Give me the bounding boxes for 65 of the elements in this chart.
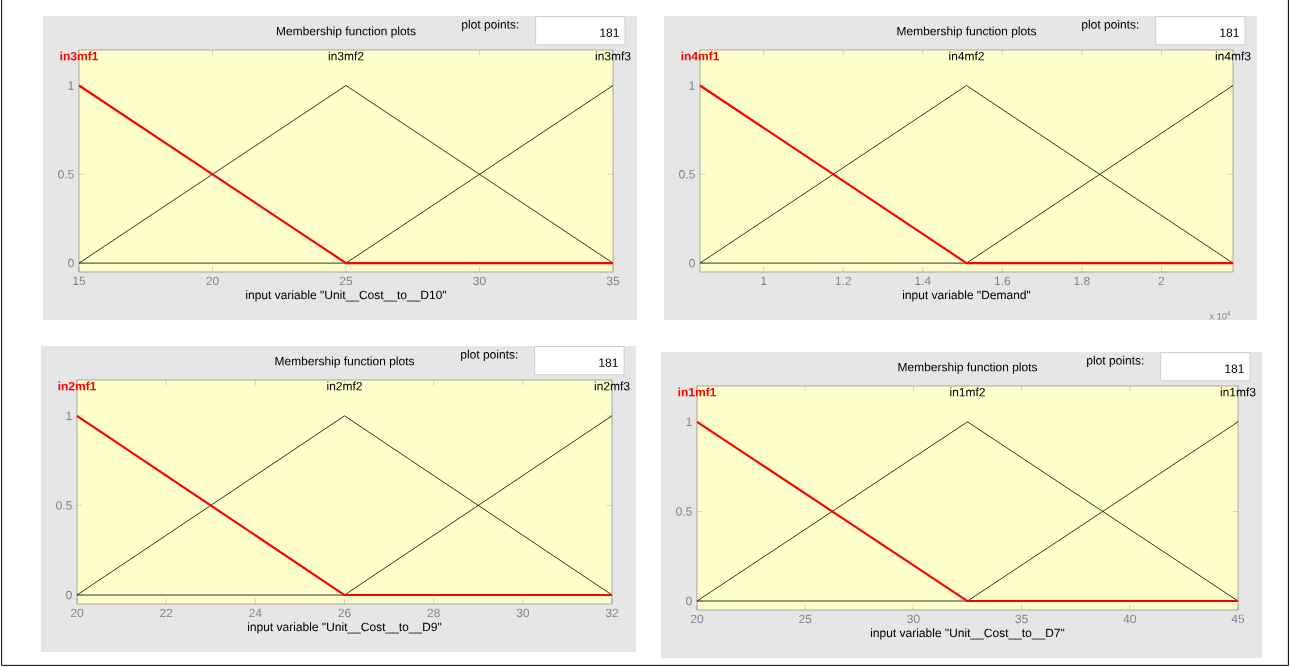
- text: plot points:: [461, 349, 518, 362]
- x-tick-label: 35: [1015, 614, 1028, 624]
- x-tick-label: 28: [427, 608, 440, 618]
- text: plot points:: [1082, 19, 1139, 32]
- text: 181: [600, 28, 619, 37]
- text: plot points:: [1087, 355, 1144, 368]
- y-tick-label: 0: [68, 258, 74, 268]
- chart-title: Membership function plots: [897, 26, 1037, 38]
- x-tick-label: 35: [606, 276, 620, 286]
- x-tick-label: 2: [1158, 276, 1165, 286]
- x-tick-label: 1.6: [994, 276, 1011, 286]
- text: in2mf1: [58, 381, 97, 391]
- x-tick-label: 1: [761, 276, 767, 285]
- y-tick-label: 0.5: [56, 501, 72, 510]
- x-tick-label: 30: [516, 608, 530, 618]
- chart-title: Membership function plots: [275, 356, 415, 368]
- y-tick-label: 0: [689, 258, 695, 268]
- y-tick-label: 1: [68, 81, 74, 90]
- text: 181: [599, 358, 618, 367]
- text: in1mf3: [1220, 387, 1256, 397]
- text: in4mf3: [1215, 51, 1251, 61]
- x-tick-label: 45: [1231, 614, 1245, 624]
- y-tick-label: 0: [686, 596, 692, 606]
- x-axis-title: input variable "Unit__Cost__to__D10": [246, 290, 447, 302]
- text: in3mf3: [595, 51, 631, 61]
- x-tick-label: 40: [1123, 614, 1137, 624]
- y-tick-label: 0: [66, 590, 72, 600]
- x-tick-label: 25: [339, 276, 353, 286]
- x-tick-label: 20: [690, 614, 704, 624]
- x-tick-label: 22: [160, 608, 173, 618]
- text: plot points:: [462, 19, 519, 32]
- x-tick-label: 1.4: [915, 276, 931, 285]
- text: 181: [1225, 364, 1244, 373]
- x-tick-label: 25: [799, 614, 812, 624]
- x-tick-label: 20: [206, 276, 219, 286]
- x-axis-title: input variable "Unit__Cost__to__D7": [870, 628, 1065, 640]
- text: in2mf2: [327, 381, 362, 391]
- text: in4mf1: [681, 51, 720, 61]
- text: in3mf1: [60, 51, 99, 61]
- text: in4mf2: [949, 51, 984, 61]
- text: in1mf2: [950, 387, 985, 397]
- x-tick-label: 30: [473, 276, 486, 286]
- text: x 10$^{4}$: [1209, 310, 1231, 320]
- x-tick-label: 15: [73, 276, 86, 286]
- chart-title: Membership function plots: [276, 26, 416, 38]
- x-axis-title: input variable "Unit__Cost__to__D9": [247, 622, 442, 634]
- y-tick-label: 0.5: [58, 170, 74, 179]
- text: in1mf1: [678, 387, 717, 397]
- x-tick-label: 1.2: [835, 276, 851, 286]
- x-tick-label: 26: [338, 608, 351, 618]
- y-tick-label: 1: [689, 81, 695, 90]
- x-tick-label: 24: [249, 608, 262, 618]
- x-tick-label: 1.8: [1074, 276, 1090, 286]
- text: 181: [1220, 28, 1239, 37]
- text: in3mf2: [328, 51, 364, 61]
- y-tick-label: 0.5: [679, 170, 695, 179]
- x-tick-label: 32: [605, 608, 619, 618]
- x-axis-title: input variable "Demand": [903, 290, 1031, 302]
- y-tick-label: 1: [66, 411, 72, 420]
- chart-title: Membership function plots: [898, 362, 1038, 374]
- y-tick-label: 1: [686, 417, 692, 426]
- x-tick-label: 20: [70, 608, 84, 618]
- y-tick-label: 0.5: [676, 507, 692, 516]
- text: in2mf3: [594, 381, 630, 391]
- x-tick-label: 30: [907, 614, 920, 624]
